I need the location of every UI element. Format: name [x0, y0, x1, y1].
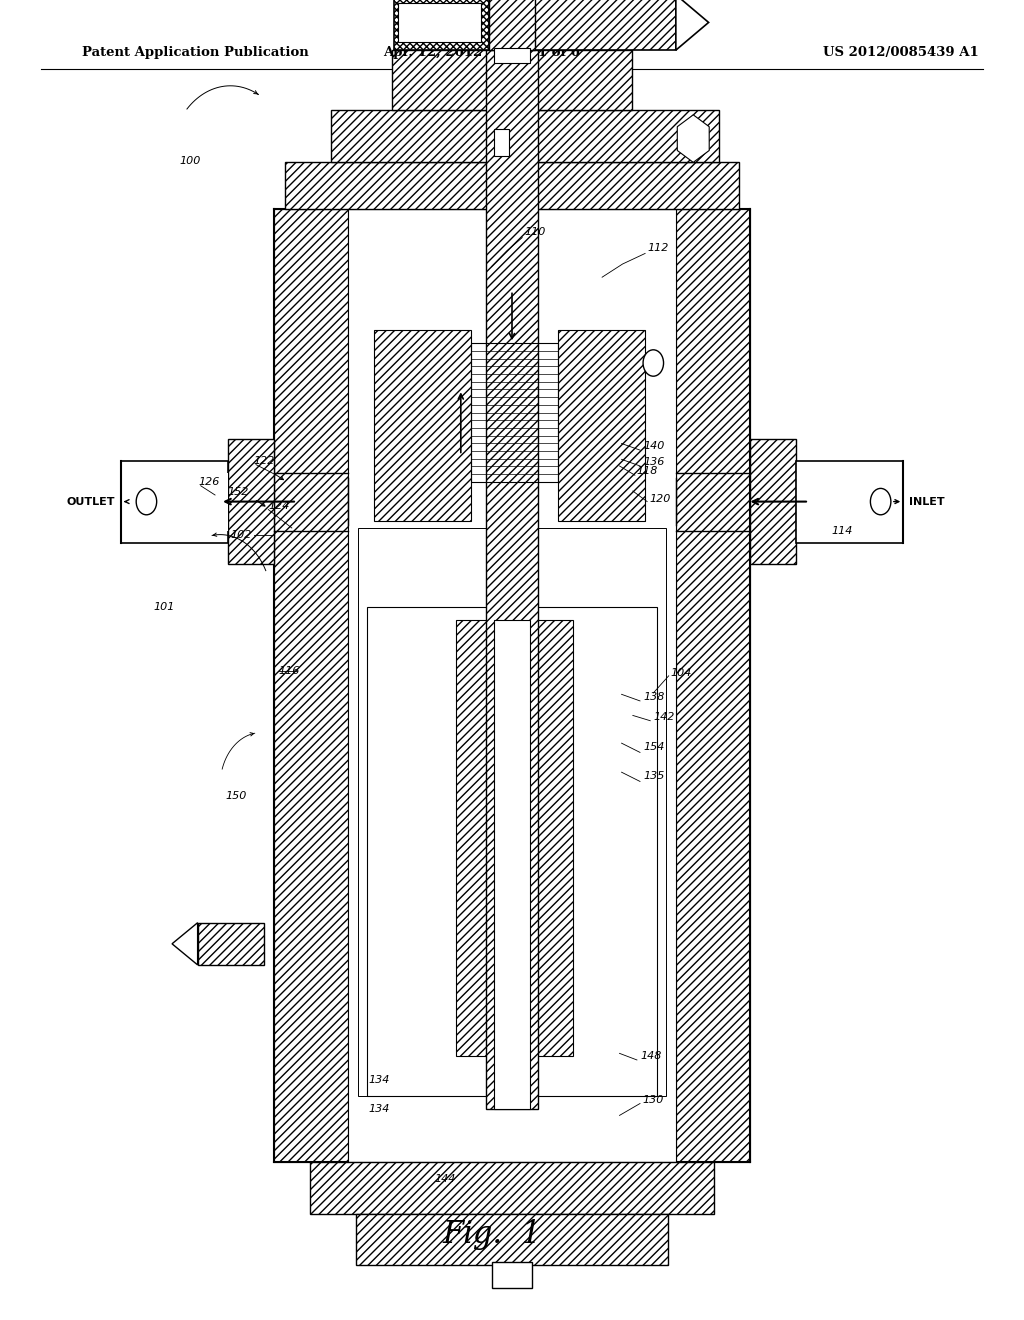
Bar — [494, 48, 530, 63]
Text: 150: 150 — [225, 791, 247, 801]
Text: 120: 120 — [649, 494, 671, 504]
Polygon shape — [172, 923, 198, 965]
Text: 124: 124 — [268, 500, 290, 511]
Text: 134: 134 — [369, 1074, 390, 1085]
Text: 152: 152 — [227, 487, 249, 498]
Bar — [274, 209, 348, 1162]
Text: 134: 134 — [369, 1104, 390, 1114]
Bar — [456, 620, 573, 1056]
Text: 136: 136 — [643, 457, 665, 467]
Bar — [331, 110, 719, 162]
Bar — [356, 1214, 668, 1265]
Text: 135: 135 — [643, 771, 665, 781]
Bar — [676, 209, 750, 1162]
Bar — [392, 50, 632, 110]
Text: 118: 118 — [637, 466, 658, 477]
Bar — [121, 461, 228, 543]
Text: US 2012/0085439 A1: US 2012/0085439 A1 — [823, 46, 979, 59]
Bar — [285, 162, 739, 209]
Text: 122: 122 — [254, 455, 275, 466]
Circle shape — [136, 488, 157, 515]
Text: 104: 104 — [671, 668, 692, 678]
Text: 116: 116 — [279, 665, 300, 676]
Text: OUTLET: OUTLET — [67, 496, 115, 507]
Text: 140: 140 — [643, 441, 665, 451]
Text: 112: 112 — [647, 243, 669, 253]
Text: 110: 110 — [524, 227, 546, 238]
Bar — [310, 1162, 714, 1214]
Text: Apr. 12, 2012  Sheet 1 of 6: Apr. 12, 2012 Sheet 1 of 6 — [383, 46, 580, 59]
Bar — [750, 438, 796, 565]
Bar — [198, 923, 264, 965]
Text: 154: 154 — [643, 742, 665, 752]
Bar — [489, 0, 535, 50]
Bar — [494, 620, 530, 1109]
Text: 138: 138 — [643, 692, 665, 702]
Text: 126: 126 — [199, 477, 220, 487]
Text: 148: 148 — [640, 1051, 662, 1061]
Bar — [492, 1262, 532, 1288]
Bar — [394, 0, 489, 50]
Bar — [494, 129, 509, 156]
Text: 100: 100 — [179, 156, 201, 166]
Text: 142: 142 — [653, 711, 675, 722]
Circle shape — [870, 488, 891, 515]
Bar — [398, 3, 481, 42]
Bar — [348, 209, 676, 1162]
Text: Patent Application Publication: Patent Application Publication — [82, 46, 308, 59]
Bar — [486, 50, 538, 1109]
Bar — [471, 343, 558, 482]
Text: Fig.  1: Fig. 1 — [442, 1218, 541, 1250]
Text: 102: 102 — [230, 529, 252, 540]
Bar — [129, 473, 228, 531]
Text: INLET: INLET — [909, 496, 945, 507]
Circle shape — [643, 350, 664, 376]
Bar — [358, 528, 666, 1096]
Bar — [228, 438, 274, 565]
Bar — [374, 330, 471, 521]
Bar — [798, 473, 895, 531]
Polygon shape — [676, 0, 709, 50]
Text: 144: 144 — [435, 1173, 456, 1184]
Text: 130: 130 — [642, 1094, 664, 1105]
Bar — [535, 0, 676, 50]
Bar — [796, 461, 903, 543]
Text: 114: 114 — [831, 525, 853, 536]
Text: 101: 101 — [154, 602, 175, 612]
Bar — [558, 330, 645, 521]
Bar — [367, 607, 657, 1096]
